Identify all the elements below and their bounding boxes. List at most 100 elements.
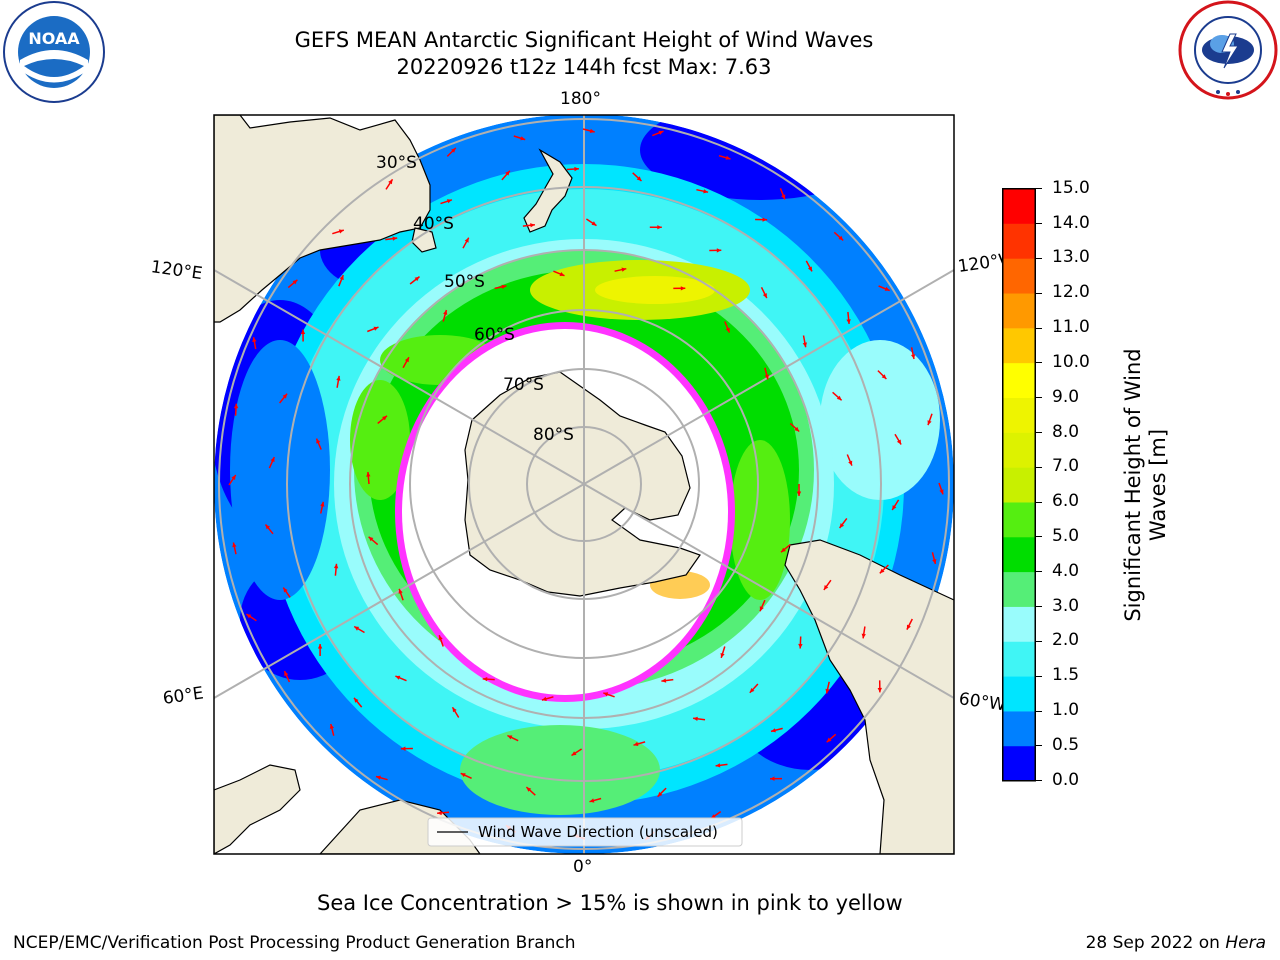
- lon-label-180: 180°: [560, 89, 601, 109]
- wind-wave-arrow-head: [636, 176, 642, 181]
- wind-wave-arrow-head: [781, 547, 786, 553]
- colorbar-tick-mark: [1036, 606, 1042, 608]
- wind-wave-arrow-head: [846, 319, 851, 324]
- colorbar-tick-label: 0.0: [1052, 769, 1080, 790]
- wind-wave-arrow-head: [661, 678, 667, 683]
- title-line-1: GEFS MEAN Antarctic Significant Height o…: [294, 28, 874, 52]
- wind-wave-arrow-head: [316, 438, 321, 444]
- wind-wave-arrow-head: [762, 217, 768, 222]
- colorbar-tick-mark: [1036, 640, 1042, 642]
- colorbar-tick-mark: [1036, 223, 1042, 225]
- wind-wave-arrow-head: [881, 374, 887, 379]
- colorbar-tick-mark: [1036, 536, 1042, 538]
- wind-wave-arrow-head: [366, 472, 371, 477]
- wind-wave-arrow-head: [796, 491, 802, 496]
- wind-wave-arrow-head: [501, 284, 507, 289]
- colorbar-tick-mark: [1036, 501, 1042, 503]
- wind-wave-arrow-head: [798, 643, 803, 649]
- wind-wave-arrow-head: [621, 267, 627, 272]
- wind-wave-arrow-head: [836, 395, 842, 401]
- wind-wave-arrow-head: [404, 357, 409, 363]
- graticule: [214, 115, 954, 854]
- wind-wave-arrow-head: [520, 136, 526, 141]
- wind-wave-arrow-head: [354, 626, 360, 631]
- wind-wave-arrow-head: [505, 170, 510, 176]
- wind-wave-arrow-head: [443, 310, 448, 315]
- noaa-logo-text: NOAA: [28, 29, 80, 48]
- wind-wave-arrows: [228, 128, 944, 841]
- wind-wave-arrow-head: [388, 179, 393, 185]
- wind-wave-arrow-head: [939, 489, 944, 495]
- colorbar-tick-label: 4.0: [1052, 560, 1080, 581]
- title-line-2: 20220926 t12z 144h fcst Max: 7.63: [396, 55, 772, 79]
- lat-label-70s: 70°S: [503, 375, 544, 395]
- colorbar-tick-mark: [1036, 292, 1042, 294]
- wind-wave-arrow-head: [232, 542, 237, 548]
- footer-date-text: 28 Sep 2022 on: [1085, 933, 1220, 953]
- wind-wave-arrow-head: [292, 279, 298, 285]
- wind-wave-arrow-head: [233, 403, 239, 409]
- colorbar-bin: [1002, 188, 1036, 224]
- colorbar-bin: [1002, 606, 1036, 642]
- wind-wave-arrow-head: [438, 635, 443, 641]
- colorbar-tick-label: 9.0: [1052, 386, 1080, 407]
- colorbar-bin: [1002, 641, 1036, 677]
- wind-wave-arrow-head: [354, 697, 359, 703]
- colorbar-bin: [1002, 258, 1036, 294]
- wind-wave-arrow-head: [838, 235, 844, 241]
- footer-date: 28 Sep 2022 on Hera: [1086, 933, 1266, 953]
- wind-wave-arrow-head: [603, 692, 609, 697]
- south-america-landmass: [784, 539, 954, 854]
- wind-wave-arrow-head: [781, 194, 786, 200]
- wind-wave-arrow-head: [317, 644, 323, 649]
- lat-label-50s: 50°S: [444, 272, 485, 292]
- colorbar-tick-label: 8.0: [1052, 421, 1080, 442]
- lat-label-30s: 30°S: [376, 153, 417, 173]
- wind-wave-arrow-head: [762, 293, 767, 299]
- colorbar-tick-label: 6.0: [1052, 491, 1080, 512]
- wind-wave-arrow-head: [716, 248, 722, 253]
- colorbar-tick-label: 2.0: [1052, 630, 1080, 651]
- wind-wave-arrow-head: [270, 457, 275, 463]
- colorbar-tick-mark: [1036, 327, 1042, 329]
- wind-wave-arrow-head: [879, 568, 885, 574]
- wind-wave-arrow-head: [680, 286, 686, 291]
- wind-wave-arrow-head: [252, 337, 257, 342]
- colorbar-tick-mark: [1036, 397, 1042, 399]
- colorbar-bin: [1002, 745, 1036, 782]
- wind-wave-arrow-head: [703, 189, 709, 194]
- colorbar-bin: [1002, 293, 1036, 329]
- wind-wave-arrow-head: [710, 814, 716, 819]
- colorbar-tick-label: 1.0: [1052, 700, 1080, 721]
- colorbar-bin: [1002, 467, 1036, 503]
- wind-wave-arrow-head: [823, 585, 829, 590]
- wind-wave-arrow-head: [589, 128, 595, 133]
- wind-wave-arrow-head: [839, 523, 845, 528]
- wind-wave-arrow-head: [395, 675, 401, 680]
- wind-wave-arrow-head: [284, 671, 289, 677]
- wind-wave-arrow-head: [589, 798, 595, 803]
- wind-wave-arrow-head: [541, 696, 547, 701]
- wind-wave-arrow-head: [400, 746, 406, 751]
- colorbar-tick-mark: [1036, 571, 1042, 573]
- wind-wave-arrow-head: [927, 420, 932, 426]
- wind-wave-arrow-head: [376, 775, 381, 780]
- wind-wave-arrow-head: [574, 166, 579, 172]
- wind-wave-arrow-head: [932, 559, 937, 564]
- wind-wave-arrow-head: [896, 439, 902, 445]
- wind-wave-arrow-head: [452, 707, 457, 713]
- wind-wave-arrow-head: [725, 327, 730, 333]
- lon-label-0: 0°: [573, 857, 593, 877]
- colorbar-tick-label: 12.0: [1052, 282, 1090, 303]
- wind-wave-arrow-head: [333, 563, 339, 569]
- wind-wave-arrow-head: [446, 199, 452, 204]
- wind-wave-arrow-head: [373, 326, 379, 331]
- lat-label-40s: 40°S: [413, 214, 454, 234]
- wind-wave-arrow-head: [720, 653, 725, 658]
- wind-wave-arrow-head: [398, 588, 403, 594]
- wind-wave-arrow-head: [559, 272, 565, 276]
- new-zealand-landmass: [523, 148, 573, 233]
- wind-wave-arrow-head: [530, 223, 535, 228]
- africa-landmass: [214, 764, 301, 854]
